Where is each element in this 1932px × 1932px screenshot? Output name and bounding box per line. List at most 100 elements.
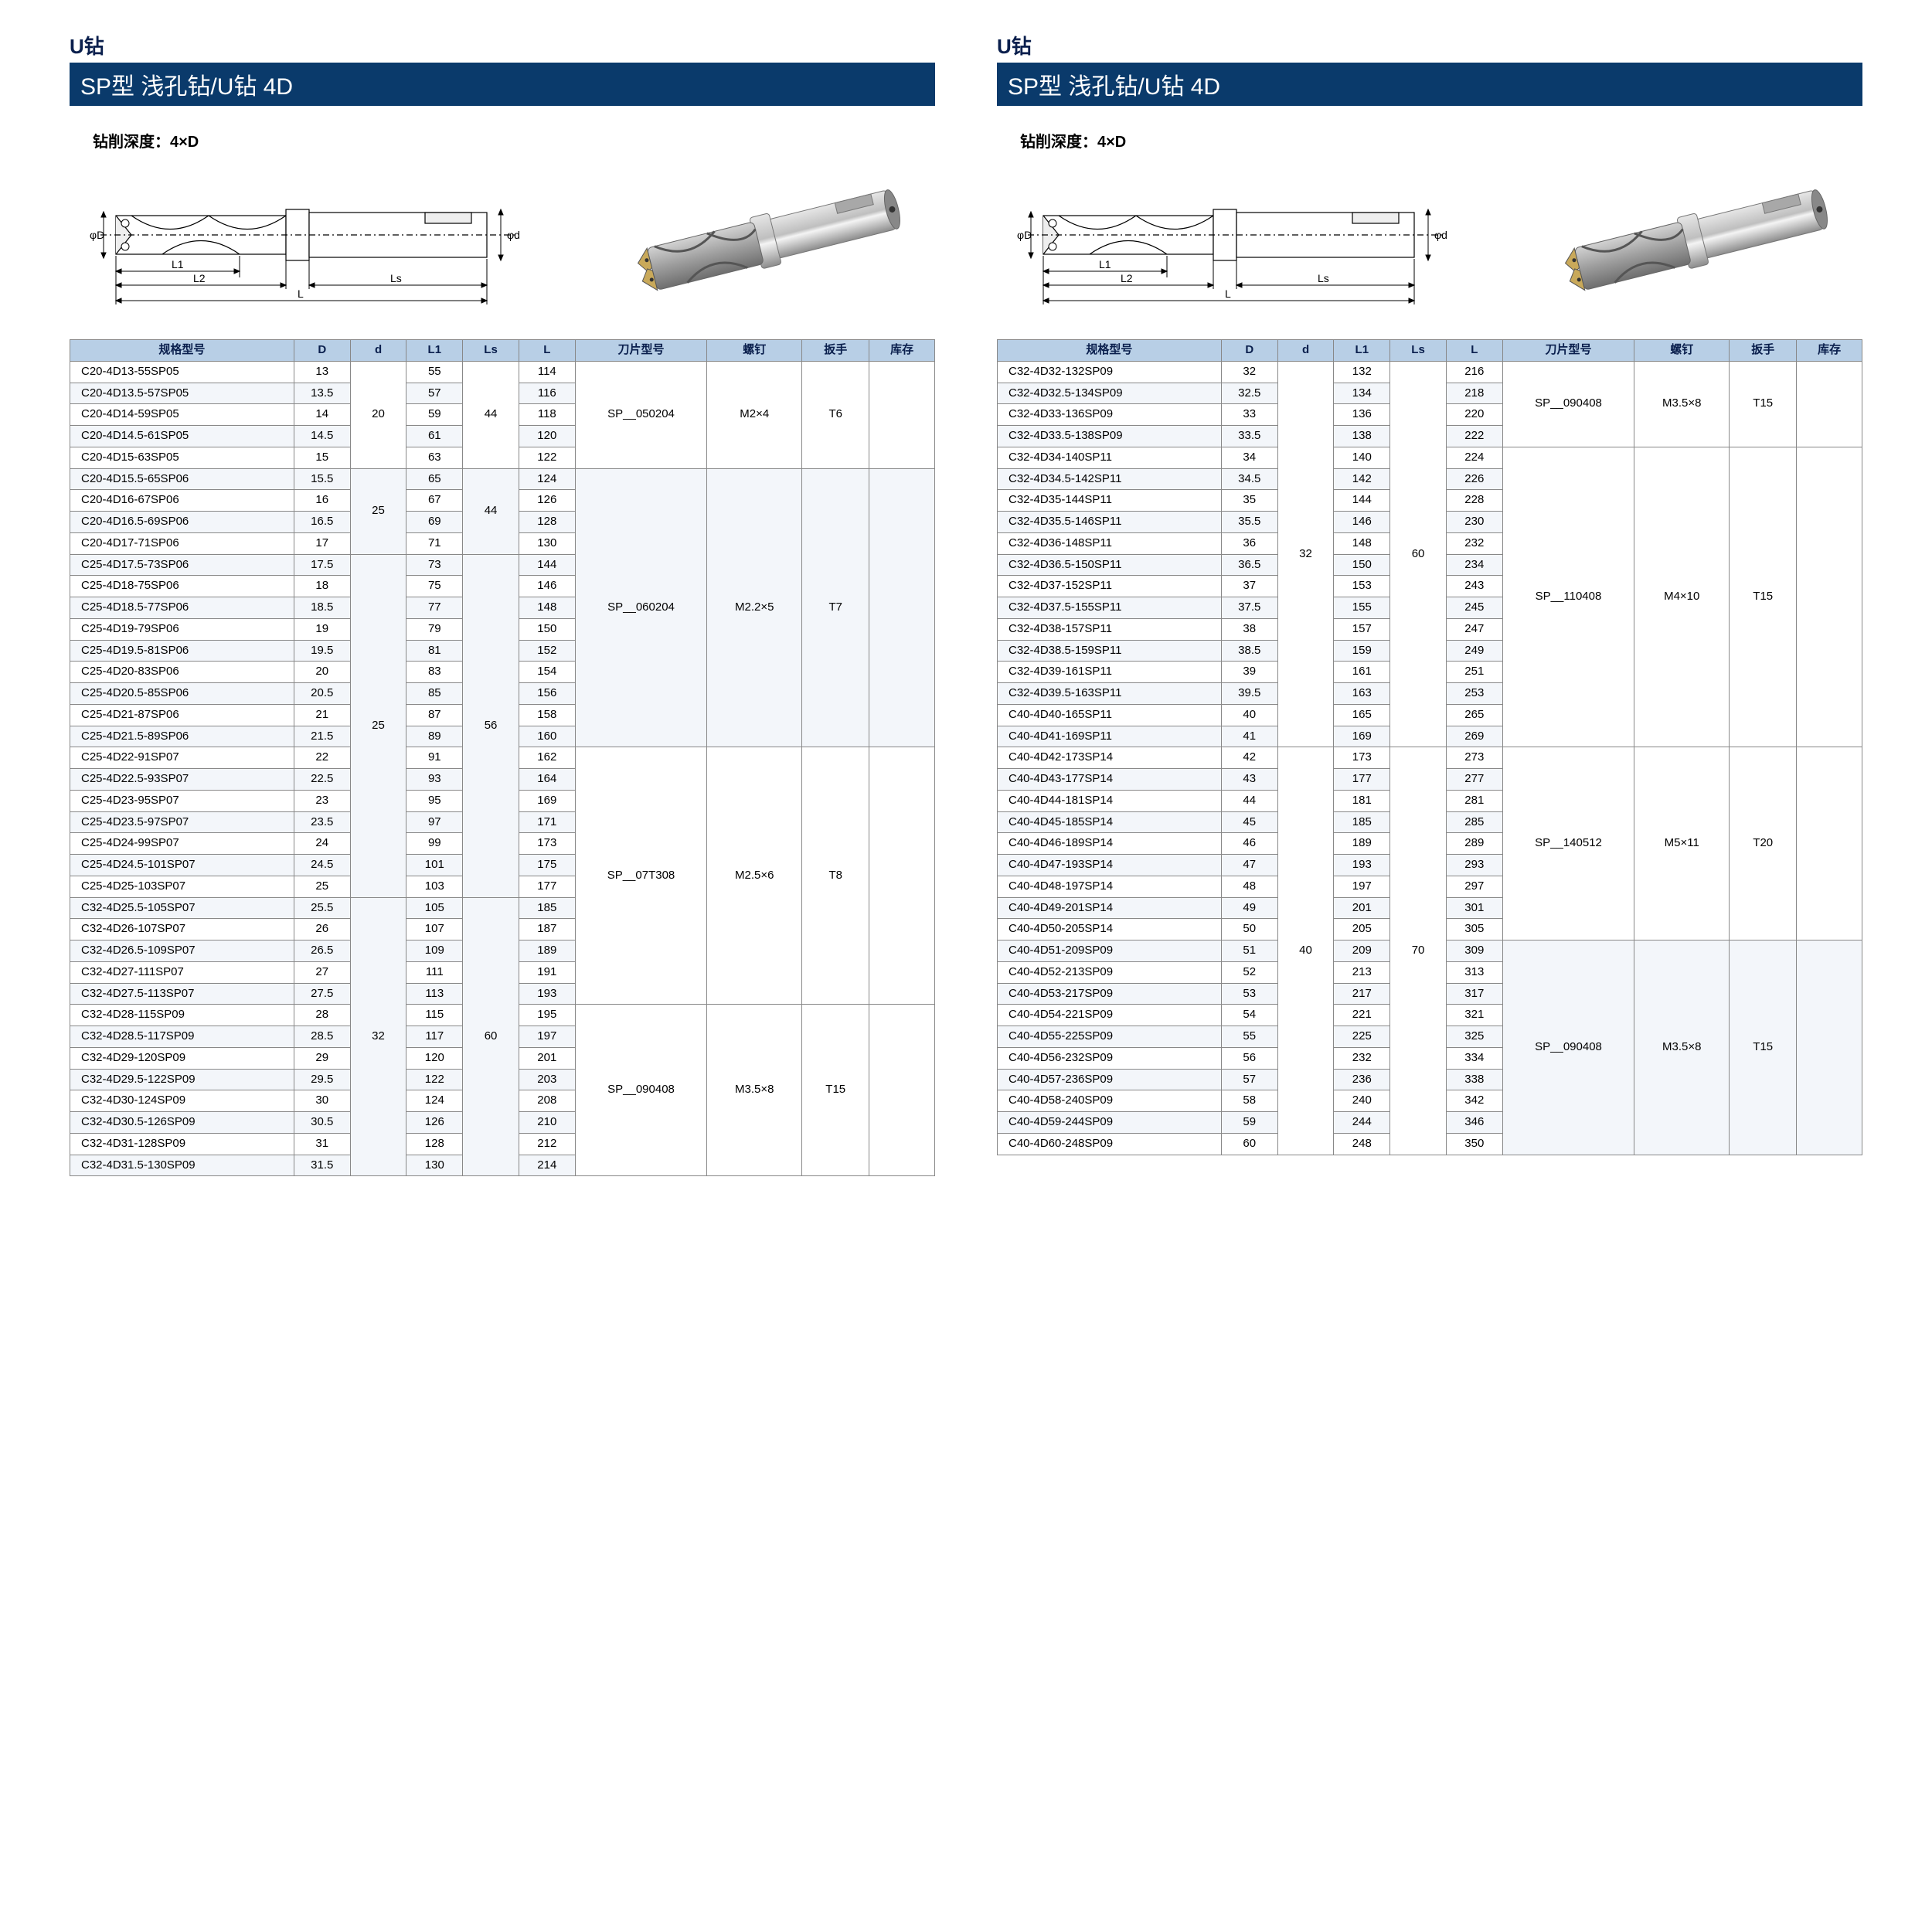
label-L2: L2 (1121, 272, 1133, 284)
cell-model: C40-4D50-205SP14 (998, 919, 1222, 940)
cell-L: 128 (519, 512, 575, 533)
cell-L: 214 (519, 1155, 575, 1176)
cell-d: 40 (1277, 747, 1334, 1155)
cell-L1: 169 (1334, 726, 1390, 747)
cell-model: C32-4D33-136SP09 (998, 404, 1222, 426)
diagram-row: φD φd L1 L2 Ls L (997, 165, 1862, 339)
cell-model: C40-4D49-201SP14 (998, 897, 1222, 919)
cell-model: C20-4D17-71SP06 (70, 532, 294, 554)
cell-L1: 148 (1334, 532, 1390, 554)
cell-L1: 209 (1334, 940, 1390, 962)
cell-L1: 103 (406, 876, 463, 897)
cell-D: 20 (294, 662, 350, 683)
spec-table-right: 规格型号DdL1LsL刀片型号螺钉扳手库存C32-4D32-132SP09323… (997, 339, 1862, 1155)
cell-L1: 117 (406, 1026, 463, 1048)
cell-D: 36 (1221, 532, 1277, 554)
cell-L1: 232 (1334, 1047, 1390, 1069)
cell-D: 38 (1221, 618, 1277, 640)
cell-L: 230 (1446, 512, 1502, 533)
cell-model: C20-4D13-55SP05 (70, 361, 294, 383)
col-L: L (519, 340, 575, 362)
cell-D: 27 (294, 961, 350, 983)
cell-model: C20-4D15.5-65SP06 (70, 468, 294, 490)
cell-D: 28.5 (294, 1026, 350, 1048)
cell-L: 285 (1446, 811, 1502, 833)
cell-L1: 81 (406, 640, 463, 662)
diagram-row: φD φd L1 L2 Ls L (70, 165, 935, 339)
cell-model: C40-4D56-232SP09 (998, 1047, 1222, 1069)
label-L2: L2 (193, 272, 206, 284)
cell-L1: 67 (406, 490, 463, 512)
cell-model: C40-4D55-225SP09 (998, 1026, 1222, 1048)
cell-d: 20 (350, 361, 406, 468)
cell-model: C32-4D33.5-138SP09 (998, 426, 1222, 447)
cell-L1: 65 (406, 468, 463, 490)
col-insert: 刀片型号 (575, 340, 707, 362)
cell-L1: 146 (1334, 512, 1390, 533)
cell-L1: 140 (1334, 447, 1390, 468)
cell-L1: 89 (406, 726, 463, 747)
depth-note: 钻削深度：4×D (1020, 129, 1862, 151)
cell-model: C40-4D44-181SP14 (998, 790, 1222, 811)
cell-D: 36.5 (1221, 554, 1277, 576)
cell-model: C20-4D13.5-57SP05 (70, 383, 294, 404)
table-row: C20-4D15.5-65SP0615.5256544124SP__060204… (70, 468, 935, 490)
cell-d: 25 (350, 468, 406, 554)
drill-render-icon (1538, 165, 1847, 320)
cell-L1: 155 (1334, 597, 1390, 619)
col-L1: L1 (1334, 340, 1390, 362)
cell-D: 41 (1221, 726, 1277, 747)
cell-D: 15 (294, 447, 350, 468)
cell-D: 35.5 (1221, 512, 1277, 533)
cell-D: 17 (294, 532, 350, 554)
cell-model: C32-4D37.5-155SP11 (998, 597, 1222, 619)
cell-model: C40-4D60-248SP09 (998, 1133, 1222, 1155)
cell-L: 118 (519, 404, 575, 426)
cell-model: C32-4D34.5-142SP11 (998, 468, 1222, 490)
table-row: C40-4D42-173SP14424017370273SP__140512M5… (998, 747, 1862, 769)
cell-L1: 83 (406, 662, 463, 683)
cell-model: C20-4D15-63SP05 (70, 447, 294, 468)
cell-model: C40-4D59-244SP09 (998, 1112, 1222, 1134)
cell-L: 269 (1446, 726, 1502, 747)
cell-model: C40-4D53-217SP09 (998, 983, 1222, 1005)
cell-model: C32-4D35.5-146SP11 (998, 512, 1222, 533)
cell-D: 26 (294, 919, 350, 940)
cell-L1: 177 (1334, 769, 1390, 791)
cell-L1: 173 (1334, 747, 1390, 769)
cell-L1: 122 (406, 1069, 463, 1090)
cell-model: C25-4D23.5-97SP07 (70, 811, 294, 833)
col-stock: 库存 (1797, 340, 1862, 362)
cell-d: 32 (350, 897, 406, 1176)
col-d: d (1277, 340, 1334, 362)
cell-L: 210 (519, 1112, 575, 1134)
cell-model: C32-4D26.5-109SP07 (70, 940, 294, 962)
cell-L1: 132 (1334, 361, 1390, 383)
col-wrench: 扳手 (802, 340, 869, 362)
cell-Ls: 60 (463, 897, 519, 1176)
cell-D: 26.5 (294, 940, 350, 962)
cell-model: C20-4D16.5-69SP06 (70, 512, 294, 533)
cell-L1: 71 (406, 532, 463, 554)
cell-L: 203 (519, 1069, 575, 1090)
cell-wrench: T8 (802, 747, 869, 1005)
cell-bolt: M2.2×5 (707, 468, 802, 747)
col-wrench: 扳手 (1730, 340, 1797, 362)
cell-L1: 61 (406, 426, 463, 447)
label-phiD: φD (1017, 229, 1032, 241)
cell-bolt: M2.5×6 (707, 747, 802, 1005)
page-wrap: U钻 SP型 浅孔钻/U钻 4D 钻削深度：4×D φD φd L1 L2 (31, 31, 1901, 1176)
cell-model: C32-4D36.5-150SP11 (998, 554, 1222, 576)
cell-bolt: M5×11 (1634, 747, 1730, 940)
cell-L1: 136 (1334, 404, 1390, 426)
cell-model: C32-4D27.5-113SP07 (70, 983, 294, 1005)
cell-L1: 185 (1334, 811, 1390, 833)
label-L1: L1 (1099, 258, 1111, 270)
cell-D: 23 (294, 790, 350, 811)
cell-insert: SP__050204 (575, 361, 707, 468)
cell-model: C32-4D32.5-134SP09 (998, 383, 1222, 404)
cell-L: 245 (1446, 597, 1502, 619)
cell-model: C32-4D34-140SP11 (998, 447, 1222, 468)
cell-model: C25-4D19-79SP06 (70, 618, 294, 640)
cell-D: 50 (1221, 919, 1277, 940)
